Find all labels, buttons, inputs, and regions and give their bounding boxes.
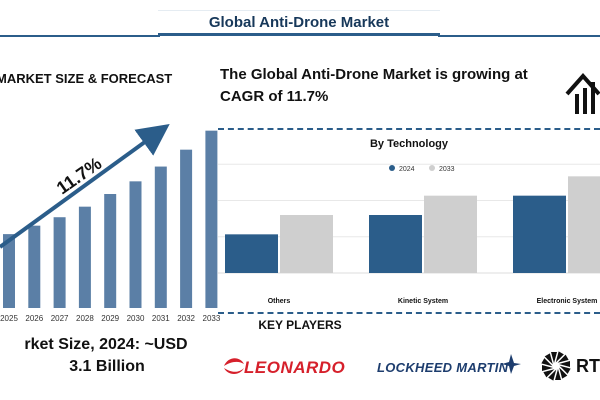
tech-bar-electronic-system-2024 <box>513 195 566 273</box>
forecast-bar-2033 <box>205 130 218 308</box>
title-box: Global Anti-Drone Market <box>158 10 440 36</box>
market-size-line-1: rket Size, 2024: ~USD <box>24 336 188 353</box>
tech-bar-others-2033 <box>280 215 333 273</box>
market-size-heading-text: MARKET SIZE & FORECAST <box>0 71 173 86</box>
tech-bar-kinetic-system-2033 <box>424 195 477 273</box>
tech-category-others: Others <box>268 298 291 305</box>
technology-bar-chart: By Technology 2024 2033 Others Kinetic Sys… <box>218 138 600 305</box>
legend-label-2024: 2024 <box>399 166 415 173</box>
legend-swatch-2033 <box>429 165 435 171</box>
legend-label-2033: 2033 <box>439 166 455 173</box>
market-size-line-2: 3.1 Billion <box>69 358 145 375</box>
forecast-bar-2027 <box>53 217 66 308</box>
forecast-tick-2025: 2025 <box>0 314 18 323</box>
tech-bar-electronic-system-2033 <box>568 176 600 273</box>
tech-bar-others-2024 <box>225 234 278 273</box>
title-banner: Global Anti-Drone Market <box>0 0 600 40</box>
forecast-tick-2032: 2032 <box>177 314 195 323</box>
forecast-bar-2031 <box>154 166 167 308</box>
key-players-label: KEY PLAYERS <box>258 318 342 332</box>
tech-category-electronic-system: Electronic System <box>537 298 598 305</box>
forecast-bar-2028 <box>78 206 91 308</box>
forecast-bar-2029 <box>104 194 117 308</box>
forecast-tick-2026: 2026 <box>25 314 43 323</box>
legend-swatch-2024 <box>389 165 395 171</box>
lockheed-martin-logo: LOCKHEED MARTIN <box>377 360 509 375</box>
leonardo-mark-icon <box>224 358 244 374</box>
market-size-label: rket Size, 2024: ~USD 3.1 Billion <box>0 334 214 378</box>
forecast-bar-2032 <box>180 149 193 308</box>
forecast-tick-2027: 2027 <box>51 314 69 323</box>
forecast-tick-2030: 2030 <box>127 314 145 323</box>
forecast-bar-chart: 11.7% 2025 2026 2027 2028 2029 2030 2031 2032 20… <box>0 123 220 323</box>
market-size-heading: MARKET SIZE & FORECAST <box>0 71 172 86</box>
page-title: Global Anti-Drone Market <box>208 13 390 31</box>
divider-bottom <box>218 312 600 314</box>
divider-top <box>218 128 600 130</box>
house-growth-icon <box>565 72 600 114</box>
lockheed-star-icon <box>502 354 521 374</box>
forecast-bar-2025 <box>3 234 15 308</box>
rtx-logo: RTX <box>576 356 600 376</box>
forecast-bar-2026 <box>28 225 41 308</box>
banner-rule-left <box>0 35 160 37</box>
growth-arrow <box>0 123 170 249</box>
cagr-headline: The Global Anti-Drone Market is growing … <box>220 66 528 105</box>
forecast-tick-2029: 2029 <box>101 314 119 323</box>
forecast-bar-2030 <box>129 181 142 308</box>
tech-category-kinetic-system: Kinetic System <box>398 298 448 305</box>
forecast-tick-2028: 2028 <box>76 314 94 323</box>
banner-rule-right <box>438 35 600 37</box>
rtx-burst-icon <box>541 351 571 381</box>
technology-chart-title: By Technology <box>370 138 449 150</box>
forecast-tick-2033: 2033 <box>203 314 220 323</box>
leonardo-logo: LEONARDO <box>244 358 346 377</box>
forecast-tick-2031: 2031 <box>152 314 170 323</box>
tech-bar-kinetic-system-2024 <box>369 215 422 273</box>
